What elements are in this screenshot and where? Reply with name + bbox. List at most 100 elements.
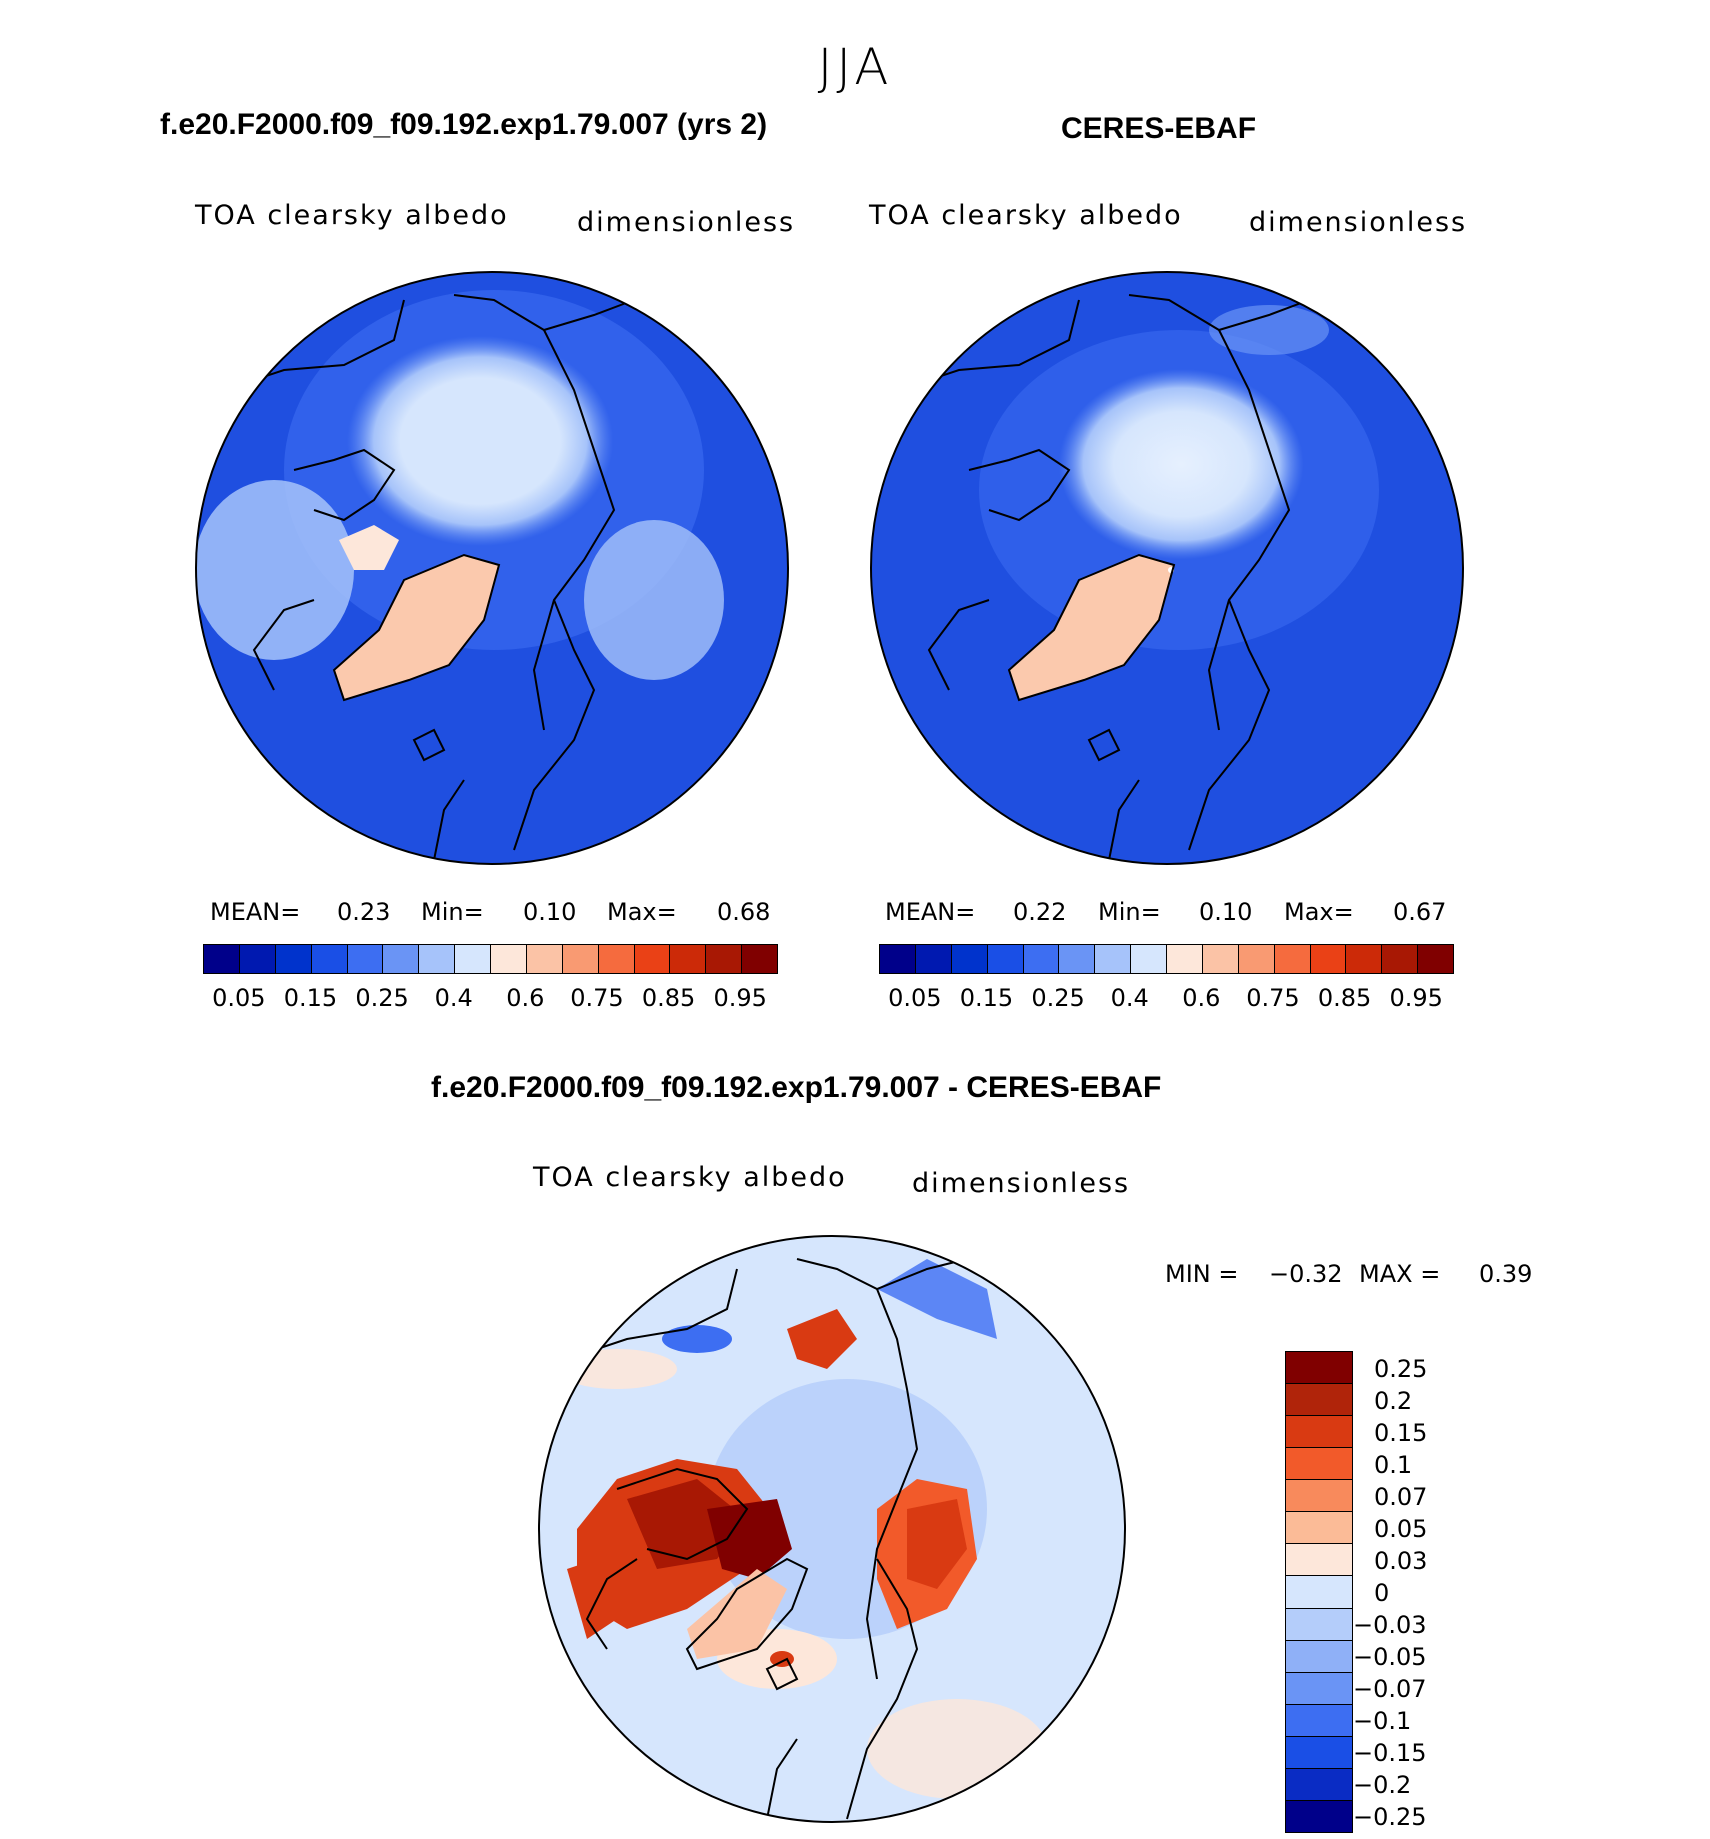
colorbar-swatch: [1310, 945, 1347, 973]
panel-obs-mean-label: MEAN=: [885, 898, 976, 926]
colorbar-tick-label: −0.05: [1353, 1642, 1427, 1671]
colorbar-swatch: [1286, 1576, 1352, 1609]
colorbar-tick-label: 0.07: [1374, 1482, 1428, 1511]
panel-obs-min-label: Min=: [1098, 898, 1161, 926]
panel-model-mean-label: MEAN=: [210, 898, 301, 926]
colorbar-tick-label: 0.25: [355, 984, 409, 1012]
colorbar-swatch: [311, 945, 348, 973]
panel-model-mean-value: 0.23: [337, 898, 391, 926]
panel-obs-max-value: 0.67: [1393, 898, 1447, 926]
colorbar-tick-label: 0.25: [1374, 1354, 1428, 1383]
colorbar-swatch: [880, 945, 916, 973]
diff-units: dimensionless: [912, 1168, 1131, 1199]
colorbar-swatch: [1382, 945, 1419, 973]
colorbar-tick-label: 0.95: [713, 984, 767, 1012]
panel-obs-units: dimensionless: [1249, 207, 1468, 238]
panel-obs-map: [870, 271, 1464, 865]
colorbar-swatch: [419, 945, 456, 973]
diff-variable: TOA clearsky albedo: [533, 1162, 847, 1193]
panel-obs-max-label: Max=: [1284, 898, 1354, 926]
colorbar-swatch: [1286, 1736, 1352, 1769]
colorbar-tick-label: 0.75: [1246, 984, 1300, 1012]
colorbar-tick-label: 0.03: [1374, 1546, 1428, 1575]
colorbar-swatch: [275, 945, 312, 973]
colorbar-tick-label: 0.25: [1031, 984, 1085, 1012]
colorbar-swatch: [1274, 945, 1311, 973]
panel-obs-variable: TOA clearsky albedo: [869, 200, 1183, 231]
colorbar-tick-label: 0.6: [1182, 984, 1221, 1012]
panel-model-max-value: 0.68: [717, 898, 771, 926]
colorbar-tick-label: 0.15: [959, 984, 1014, 1012]
colorbar-tick-label: −0.15: [1353, 1738, 1427, 1767]
panel-model-min-value: 0.10: [523, 898, 577, 926]
colorbar-swatch: [1346, 945, 1383, 973]
colorbar-swatch: [204, 945, 240, 973]
diff-title: f.e20.F2000.f09_f09.192.exp1.79.007 - CE…: [431, 1071, 1162, 1104]
panel-model-colorbar-ticks: 0.05 0.15 0.25 0.4 0.6 0.75 0.85 0.95: [203, 984, 779, 1014]
colorbar-swatch: [598, 945, 635, 973]
colorbar-swatch: [1023, 945, 1060, 973]
colorbar-swatch: [634, 945, 671, 973]
colorbar-swatch: [742, 945, 777, 973]
panel-model-colorbar: [203, 944, 778, 974]
diff-colorbar-ticks: 0.25 0.2 0.15 0.1 0.07 0.05 0.03 0 −0.03 −0.05 −0.…: [1353, 1351, 1480, 1835]
diff-max-value: 0.39: [1479, 1260, 1533, 1288]
colorbar-tick-label: 0.75: [570, 984, 624, 1012]
diff-colorbar: [1285, 1351, 1353, 1833]
diff-min-value: −0.32: [1269, 1260, 1343, 1288]
colorbar-swatch: [239, 945, 276, 973]
colorbar-tick-label: 0.95: [1389, 984, 1443, 1012]
colorbar-swatch: [1286, 1800, 1352, 1832]
colorbar-tick-label: −0.07: [1353, 1674, 1427, 1703]
colorbar-tick-label: 0.05: [1374, 1514, 1428, 1543]
panel-model-units: dimensionless: [577, 207, 796, 238]
colorbar-swatch: [670, 945, 707, 973]
colorbar-tick-label: 0.15: [1374, 1418, 1428, 1447]
colorbar-swatch: [491, 945, 527, 973]
colorbar-tick-label: −0.1: [1353, 1706, 1412, 1735]
colorbar-swatch: [1286, 1416, 1352, 1449]
colorbar-swatch: [706, 945, 743, 973]
colorbar-swatch: [383, 945, 420, 973]
panel-model-map: [195, 271, 789, 865]
colorbar-swatch: [1286, 1608, 1352, 1641]
colorbar-swatch: [987, 945, 1024, 973]
colorbar-swatch: [951, 945, 988, 973]
colorbar-tick-label: 0.15: [283, 984, 338, 1012]
colorbar-swatch: [1418, 945, 1453, 973]
diff-min-label: MIN =: [1165, 1260, 1239, 1288]
colorbar-swatch: [1286, 1352, 1352, 1385]
colorbar-tick-label: 0.2: [1374, 1386, 1413, 1415]
panel-obs-min-value: 0.10: [1199, 898, 1253, 926]
colorbar-tick-label: −0.03: [1353, 1610, 1427, 1639]
diff-max-label: MAX =: [1359, 1260, 1441, 1288]
colorbar-swatch: [1286, 1480, 1352, 1513]
colorbar-swatch: [1131, 945, 1167, 973]
colorbar-swatch: [1167, 945, 1203, 973]
panel-obs-title: CERES-EBAF: [1061, 112, 1257, 145]
panel-model-variable: TOA clearsky albedo: [195, 200, 509, 231]
panel-model-title: f.e20.F2000.f09_f09.192.exp1.79.007 (yrs…: [160, 108, 768, 141]
colorbar-swatch: [347, 945, 384, 973]
colorbar-tick-label: 0.6: [506, 984, 545, 1012]
colorbar-tick-label: 0: [1374, 1578, 1390, 1607]
colorbar-tick-label: −0.25: [1353, 1802, 1427, 1831]
colorbar-tick-label: −0.2: [1353, 1770, 1412, 1799]
colorbar-tick-label: 0.85: [641, 984, 696, 1012]
colorbar-tick-label: 0.05: [212, 984, 266, 1012]
panel-obs-mean-value: 0.22: [1013, 898, 1067, 926]
season-title: JJA: [817, 38, 893, 96]
panel-obs-colorbar-ticks: 0.05 0.15 0.25 0.4 0.6 0.75 0.85 0.95: [879, 984, 1455, 1014]
colorbar-swatch: [526, 945, 563, 973]
panel-model-min-label: Min=: [421, 898, 484, 926]
colorbar-tick-label: 0.05: [888, 984, 942, 1012]
diff-map: [538, 1235, 1126, 1823]
colorbar-swatch: [915, 945, 952, 973]
colorbar-tick-label: 0.85: [1317, 984, 1372, 1012]
colorbar-swatch: [1286, 1544, 1352, 1577]
colorbar-tick-label: 0.1: [1374, 1450, 1413, 1479]
colorbar-swatch: [1059, 945, 1096, 973]
colorbar-swatch: [1286, 1512, 1352, 1545]
colorbar-swatch: [1202, 945, 1239, 973]
colorbar-swatch: [1095, 945, 1132, 973]
